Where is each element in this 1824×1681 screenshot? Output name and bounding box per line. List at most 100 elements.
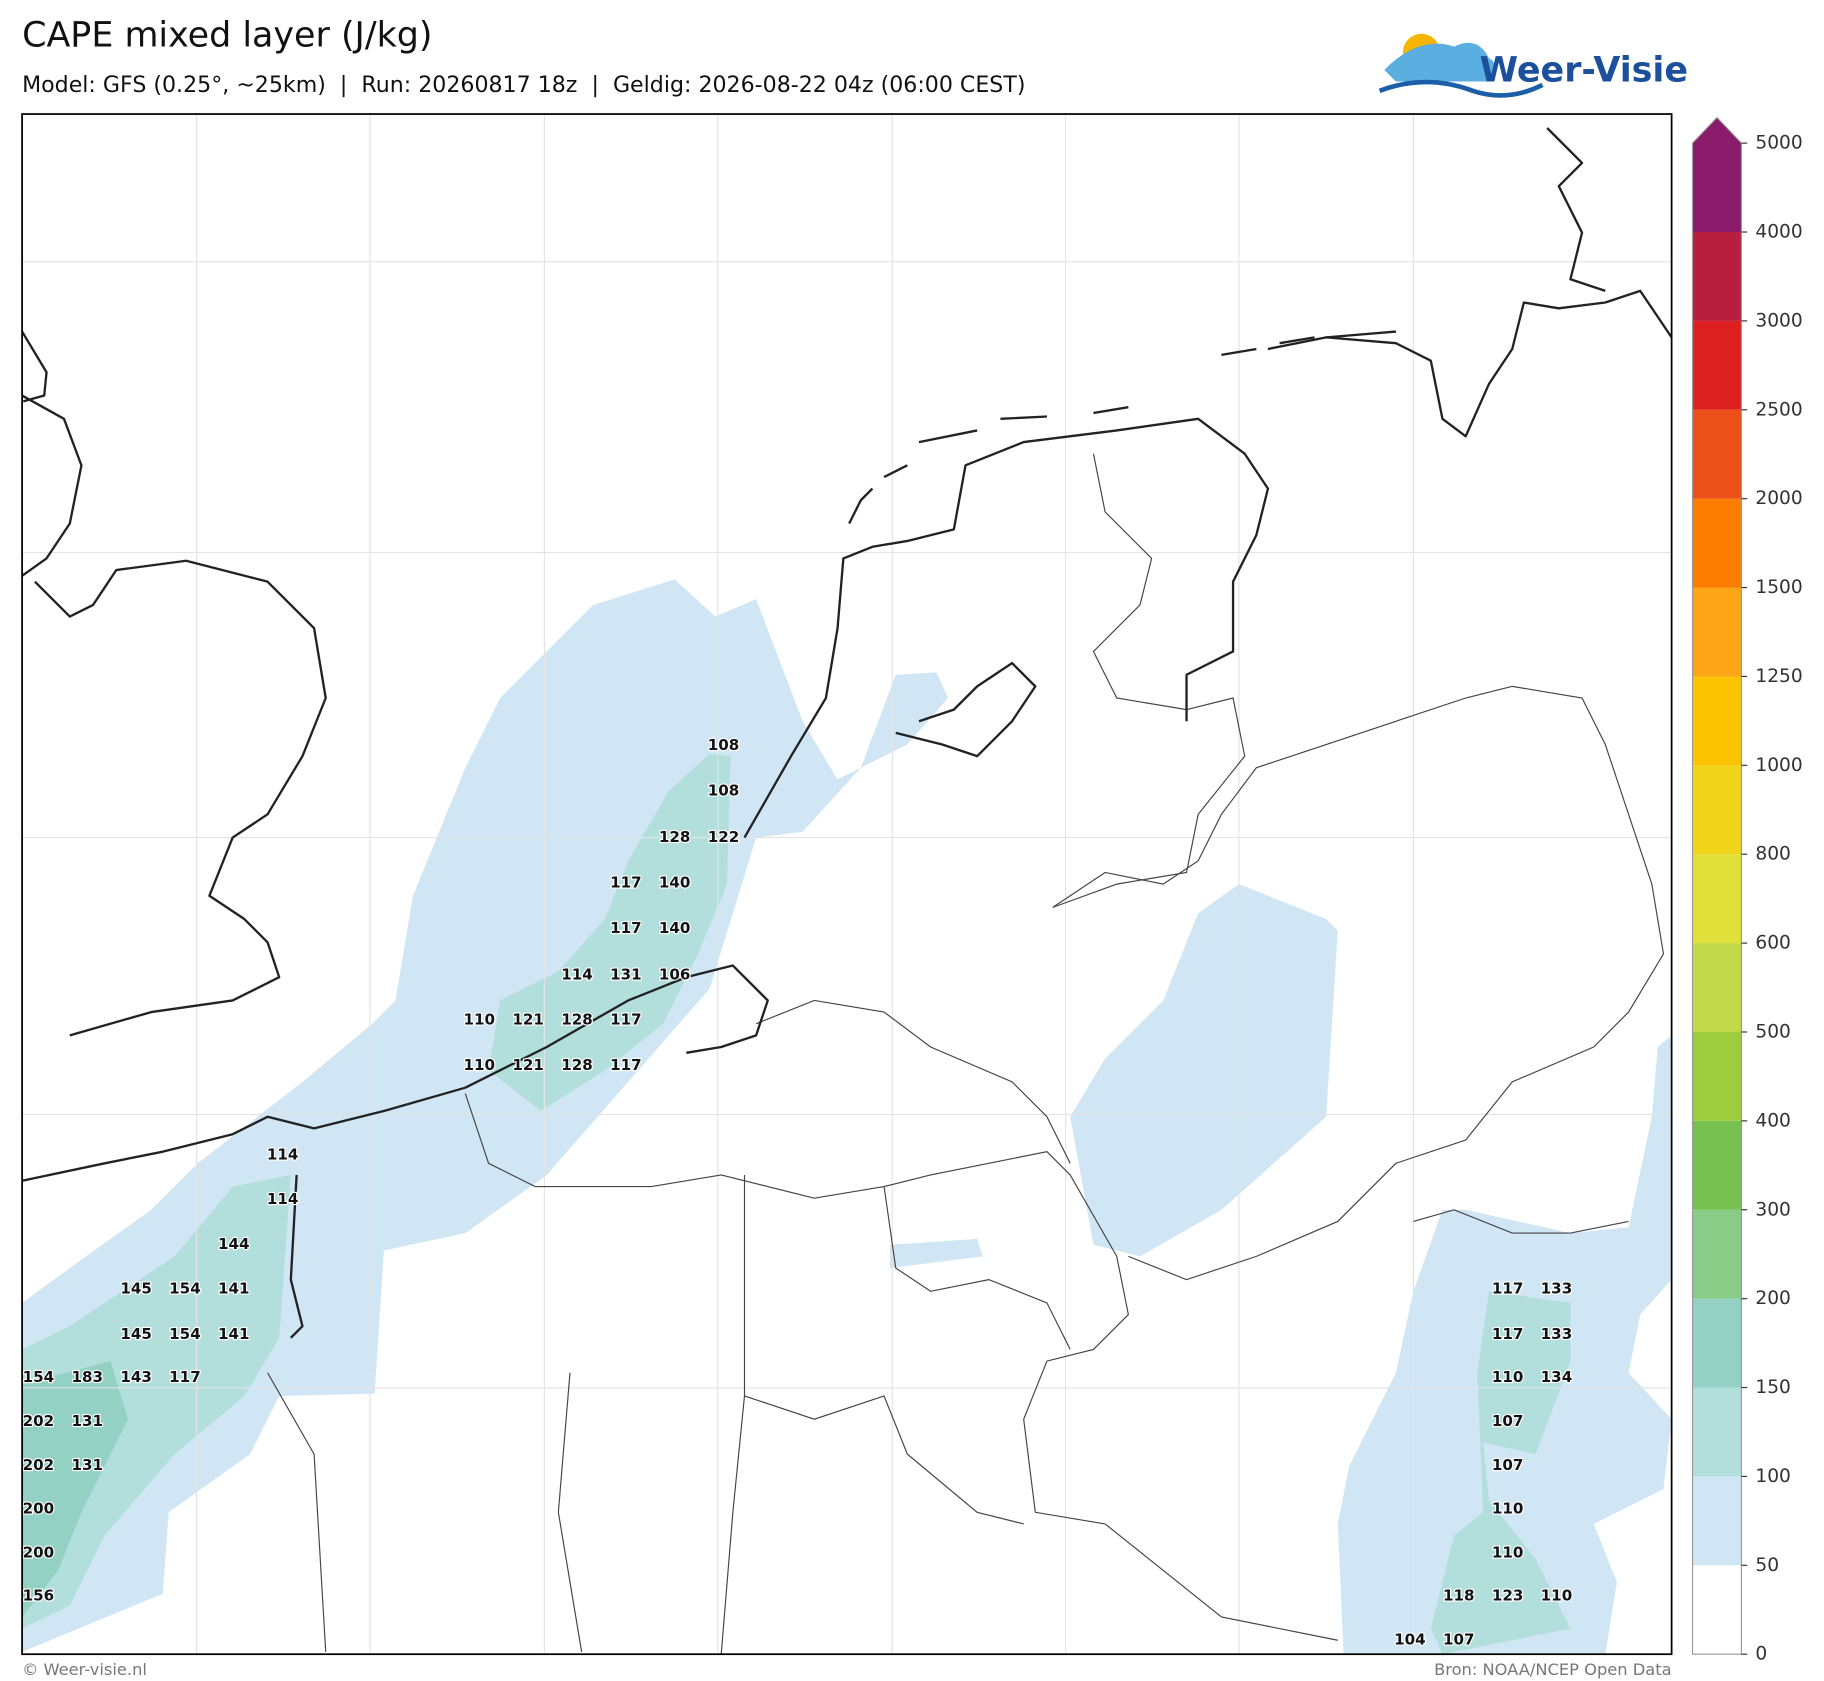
value-label: 110 bbox=[463, 1011, 495, 1029]
value-label: 154 bbox=[169, 1279, 201, 1297]
colorbar-tick-label: 4000 bbox=[1755, 222, 1802, 243]
value-label: 110 bbox=[463, 1056, 495, 1074]
logo-text: Weer-Visie bbox=[1480, 50, 1688, 90]
value-label: 117 bbox=[1492, 1325, 1524, 1343]
value-label: 117 bbox=[610, 1056, 642, 1074]
footer-left: © Weer-visie.nl bbox=[22, 1660, 147, 1679]
value-label: 145 bbox=[120, 1325, 152, 1343]
colorbar-tick-label: 0 bbox=[1755, 1644, 1767, 1665]
colorbar-tick-label: 5000 bbox=[1755, 133, 1802, 154]
value-label: 110 bbox=[1541, 1587, 1573, 1605]
value-label: 117 bbox=[610, 1011, 642, 1029]
value-label: 133 bbox=[1541, 1279, 1573, 1297]
value-label: 141 bbox=[218, 1325, 250, 1343]
coastlines bbox=[21, 127, 1673, 1339]
value-label: 114 bbox=[561, 965, 593, 983]
colorbar-band bbox=[1692, 498, 1742, 588]
value-label: 128 bbox=[561, 1056, 593, 1074]
value-label: 202 bbox=[23, 1456, 55, 1474]
colorbar-tick-label: 500 bbox=[1755, 1021, 1791, 1042]
value-label: 121 bbox=[512, 1056, 544, 1074]
colorbar-band bbox=[1692, 854, 1742, 944]
value-label: 131 bbox=[71, 1412, 103, 1430]
colorbar-tick-label: 100 bbox=[1755, 1466, 1791, 1487]
colorbar-tick-label: 400 bbox=[1755, 1110, 1791, 1131]
colorbar-band bbox=[1692, 232, 1742, 321]
value-label: 131 bbox=[71, 1456, 103, 1474]
colorbar-tick-label: 1000 bbox=[1755, 755, 1802, 776]
value-label: 154 bbox=[23, 1368, 55, 1386]
value-label: 140 bbox=[659, 919, 691, 937]
colorbar-band bbox=[1692, 587, 1742, 677]
value-label: 156 bbox=[23, 1587, 55, 1605]
colorbar-outline bbox=[1691, 116, 1742, 1655]
value-label: 108 bbox=[708, 782, 740, 800]
value-label: 140 bbox=[659, 873, 691, 891]
subtitle: Model: GFS (0.25°, ~25km) | Run: 2026081… bbox=[22, 72, 1025, 98]
colorbar-tick-label: 50 bbox=[1755, 1555, 1779, 1576]
value-label: 110 bbox=[1492, 1368, 1524, 1386]
value-label: 133 bbox=[1541, 1325, 1573, 1343]
colorbar-band bbox=[1692, 1120, 1742, 1210]
colorbar-tick-label: 3000 bbox=[1755, 310, 1802, 331]
value-label: 202 bbox=[23, 1412, 55, 1430]
colorbar-tick-label: 150 bbox=[1755, 1377, 1791, 1398]
graticule bbox=[22, 114, 1672, 1655]
value-label: 108 bbox=[708, 736, 740, 754]
colorbar: 0 50 100 150 200 300 400 500 600 800 1000 1250 1500 2… bbox=[1691, 116, 1803, 1665]
value-label: 122 bbox=[708, 828, 740, 846]
value-label: 141 bbox=[218, 1279, 250, 1297]
value-label: 117 bbox=[610, 873, 642, 891]
value-label: 134 bbox=[1541, 1368, 1573, 1386]
value-label: 123 bbox=[1492, 1587, 1524, 1605]
value-label: 114 bbox=[267, 1146, 299, 1164]
colorbar-tick-label: 600 bbox=[1755, 933, 1791, 954]
value-label: 104 bbox=[1394, 1631, 1426, 1649]
value-label: 131 bbox=[610, 965, 642, 983]
value-label: 114 bbox=[267, 1190, 299, 1208]
value-label: 143 bbox=[120, 1368, 152, 1386]
title: CAPE mixed layer (J/kg) bbox=[22, 16, 432, 56]
contour-fill bbox=[22, 579, 1672, 1655]
value-label: 117 bbox=[610, 919, 642, 937]
value-label: 117 bbox=[169, 1368, 201, 1386]
value-label: 200 bbox=[23, 1544, 55, 1562]
colorbar-tick-label: 300 bbox=[1755, 1199, 1791, 1220]
map-frame bbox=[21, 113, 1673, 1656]
colorbar-tick-label: 800 bbox=[1755, 844, 1791, 865]
value-label: 200 bbox=[23, 1499, 55, 1517]
colorbar-band bbox=[1692, 676, 1742, 766]
colorbar-band bbox=[1692, 409, 1742, 499]
colorbar-band bbox=[1692, 1298, 1742, 1388]
value-label: 117 bbox=[1492, 1279, 1524, 1297]
value-label: 110 bbox=[1492, 1544, 1524, 1562]
colorbar-tick-label: 1250 bbox=[1755, 666, 1802, 687]
colorbar-band bbox=[1692, 1387, 1742, 1477]
colorbar-band bbox=[1692, 943, 1742, 1032]
value-label: 183 bbox=[71, 1368, 103, 1386]
colorbar-tick-label: 2500 bbox=[1755, 399, 1802, 420]
colorbar-tick-label: 1500 bbox=[1755, 577, 1802, 598]
value-label: 107 bbox=[1492, 1456, 1524, 1474]
value-label: 110 bbox=[1492, 1499, 1524, 1517]
value-label: 107 bbox=[1443, 1631, 1475, 1649]
value-label: 107 bbox=[1492, 1412, 1524, 1430]
colorbar-band bbox=[1692, 117, 1742, 233]
value-label: 121 bbox=[512, 1011, 544, 1029]
footer-right: Bron: NOAA/NCEP Open Data bbox=[1434, 1660, 1672, 1679]
colorbar-band bbox=[1692, 1209, 1742, 1299]
value-label: 145 bbox=[120, 1279, 152, 1297]
colorbar-tick-label: 2000 bbox=[1755, 488, 1802, 509]
value-label: 106 bbox=[659, 965, 691, 983]
colorbar-band bbox=[1692, 765, 1742, 855]
colorbar-band bbox=[1692, 1031, 1742, 1121]
colorbar-band bbox=[1692, 1565, 1742, 1655]
map: 108 108 128 122 117 140 117 140 114 131 106 110 121 1… bbox=[21, 113, 1673, 1656]
value-labels: 108 108 128 122 117 140 117 140 114 131 106 110 121 1… bbox=[21, 735, 1573, 1650]
colorbar-band bbox=[1692, 1476, 1742, 1566]
colorbar-tick-label: 200 bbox=[1755, 1288, 1791, 1309]
colorbar-band bbox=[1692, 320, 1742, 410]
logo: Weer-Visie bbox=[1378, 33, 1688, 98]
